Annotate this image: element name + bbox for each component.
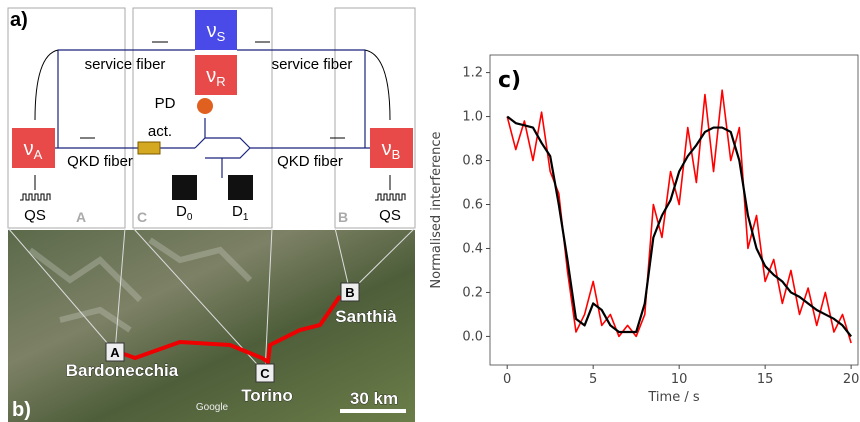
sub: R — [216, 74, 225, 89]
x-axis-label: Time / s — [647, 390, 699, 405]
y-tick-label: 1.0 — [462, 110, 483, 125]
marker — [255, 363, 275, 383]
node-labels: νS νR νA νB — [24, 20, 401, 162]
x-tick-label: 10 — [671, 372, 688, 387]
nu-b: νB — [382, 138, 401, 162]
sub: A — [34, 147, 43, 162]
y-tick-label: 1.2 — [462, 66, 483, 81]
map — [8, 230, 415, 422]
marker-label: A — [110, 345, 120, 360]
fiber-label: service fiber — [272, 56, 353, 73]
source-s — [195, 10, 237, 50]
detector-0 — [172, 175, 197, 200]
sub: 0 — [187, 212, 193, 223]
symbol: ν — [206, 65, 216, 87]
symbol: ν — [24, 138, 34, 160]
marker — [105, 342, 125, 362]
panel-label: b) — [12, 399, 31, 421]
map-markers: A C B — [105, 282, 360, 383]
y-tick-label: 0.6 — [462, 198, 483, 213]
sub: 1 — [243, 212, 249, 223]
act-label: act. — [148, 123, 172, 140]
nu-r: νR — [206, 65, 225, 89]
y-tick-label: 0.2 — [462, 285, 483, 300]
x-tick-label: 0 — [503, 372, 511, 387]
scale-label: 30 km — [350, 389, 398, 408]
d: D — [176, 203, 187, 220]
site: A — [76, 209, 86, 225]
scale-bar — [340, 409, 406, 413]
detector-label: D0 — [176, 203, 193, 223]
d: D — [232, 203, 243, 220]
photodiode — [197, 98, 213, 114]
qs-label: QS — [379, 207, 401, 224]
panel-label: c) — [498, 68, 521, 93]
pulses — [20, 193, 406, 201]
credit: Google — [196, 402, 229, 413]
qs-label: QS — [24, 207, 46, 224]
x-tick-label: 20 — [843, 372, 860, 387]
sub: B — [392, 147, 401, 162]
fibers — [55, 49, 370, 178]
marker-label: C — [260, 366, 270, 381]
y-tick-label: 0.4 — [462, 241, 483, 256]
series-line — [506, 115, 852, 338]
detector-1 — [228, 175, 253, 200]
marker-label: B — [345, 285, 354, 300]
sub: S — [217, 29, 226, 44]
fiber-label: QKD fiber — [67, 153, 133, 170]
site: C — [137, 209, 147, 225]
nu-a: νA — [24, 138, 43, 162]
fiber-route — [117, 294, 342, 366]
place: Santhià — [335, 307, 397, 326]
source-a — [12, 128, 55, 168]
x-tick-label: 5 — [589, 372, 597, 387]
pd-label: PD — [155, 95, 176, 112]
mountains — [28, 237, 253, 333]
nu-s: νS — [207, 20, 226, 44]
site-labels: A C B — [76, 209, 348, 225]
symbol: ν — [382, 138, 392, 160]
fiber-label: service fiber — [85, 56, 166, 73]
source-b — [370, 128, 413, 168]
y-tick-label: 0.8 — [462, 154, 483, 169]
site-frames — [7, 7, 416, 229]
y-axis-label: Normalised interference — [429, 131, 444, 288]
site: B — [338, 209, 348, 225]
source-r — [195, 55, 237, 95]
plot-frame — [489, 54, 859, 366]
series-line — [506, 89, 852, 344]
x-tick-label: 15 — [757, 372, 774, 387]
detector-label: D1 — [232, 203, 249, 223]
marker — [340, 282, 360, 302]
panel-label: a) — [10, 9, 28, 31]
service-links — [34, 41, 391, 190]
fiber-label: QKD fiber — [277, 153, 343, 170]
place: Torino — [241, 386, 293, 405]
symbol: ν — [207, 20, 217, 42]
actuator — [137, 141, 161, 155]
y-tick-label: 0.0 — [462, 329, 483, 344]
place: Bardonecchia — [66, 361, 179, 380]
